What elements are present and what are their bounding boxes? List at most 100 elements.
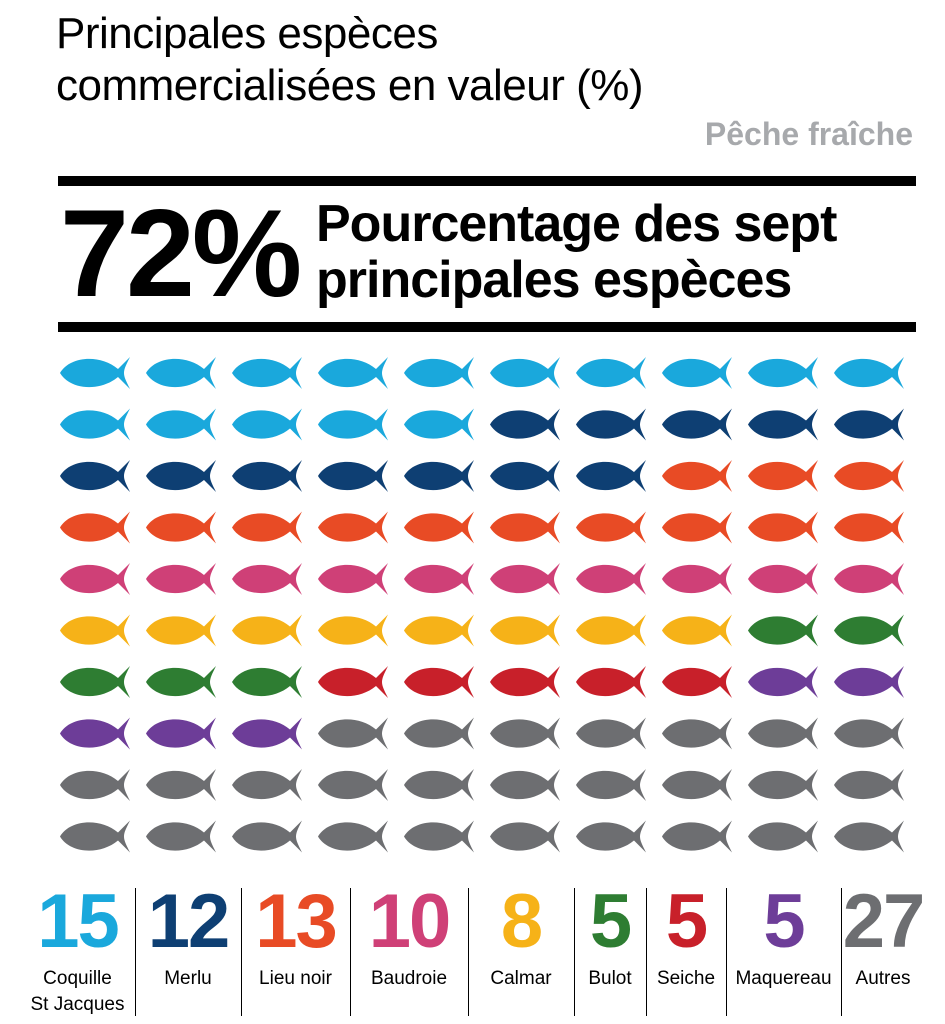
legend-label: Lieu noir <box>241 966 350 992</box>
headline-percentage: 72% <box>60 185 302 323</box>
title-line-2: commercialisées en valeur (%) <box>56 61 644 110</box>
fish-icon-merlu <box>662 408 732 441</box>
legend-value: 15 <box>37 879 120 964</box>
legend-divider <box>468 888 469 1016</box>
fish-icon-baudroie <box>404 563 474 595</box>
fish-icon-seiche <box>404 666 474 698</box>
fish-icon-autres <box>662 769 732 801</box>
legend-divider <box>726 888 727 1016</box>
fish-icon-bulot <box>232 666 302 698</box>
fish-icon-calmar <box>576 614 646 647</box>
fish-icon-baudroie <box>232 563 302 595</box>
fish-icon-calmar <box>146 614 216 647</box>
fish-icon-autres <box>834 717 904 750</box>
fish-icon-coquille-st-jacques <box>60 408 130 441</box>
fish-icon-seiche <box>318 666 388 698</box>
title-line-1: Principales espèces <box>56 9 438 58</box>
fish-icon-autres <box>834 769 904 801</box>
fish-icon-coquille-st-jacques <box>404 357 474 389</box>
fish-icon-autres <box>404 769 474 801</box>
fish-icon-seiche <box>662 666 732 698</box>
fish-icon-merlu <box>146 460 216 492</box>
fish-icon-coquille-st-jacques <box>232 408 302 441</box>
fish-icon-autres <box>146 820 216 853</box>
legend-item: 8 Calmar <box>468 882 574 1012</box>
legend-divider <box>574 888 575 1016</box>
fish-icon-autres <box>490 769 560 801</box>
fish-icon-coquille-st-jacques <box>490 357 560 389</box>
fish-icon-lieu-noir <box>60 511 130 544</box>
chart-subtitle: Pêche fraîche <box>704 116 913 152</box>
fish-icon-merlu <box>576 408 646 441</box>
legend-divider <box>241 888 242 1016</box>
fish-icon-bulot <box>748 614 818 647</box>
fish-icon-autres <box>662 717 732 750</box>
legend-divider <box>841 888 842 1016</box>
legend-label-line-1: Calmar <box>490 968 552 989</box>
fish-icon-autres <box>318 717 388 750</box>
fish-icon-merlu <box>232 460 302 492</box>
legend-label-line-1: Maquereau <box>735 968 832 989</box>
fish-icon-baudroie <box>662 563 732 595</box>
fish-icon-lieu-noir <box>834 460 904 492</box>
fish-icon-calmar <box>662 614 732 647</box>
fish-icon-maquereau <box>60 717 130 750</box>
fish-icon-bulot <box>834 614 904 647</box>
legend: 15 Coquille St Jacques 12 Merlu 13 Lieu noir 10… <box>20 879 925 1016</box>
fish-icon-calmar <box>404 614 474 647</box>
fish-icon-autres <box>60 769 130 801</box>
legend-value: 5 <box>665 879 708 964</box>
chart-title: Principales espèces commercialisées en v… <box>56 8 644 112</box>
legend-value: 5 <box>763 879 805 964</box>
fish-icon-autres <box>60 820 130 853</box>
fish-icon-lieu-noir <box>318 511 388 544</box>
fish-icon-maquereau <box>834 666 904 698</box>
fish-icon-autres <box>490 820 560 853</box>
fish-icon-calmar <box>60 614 130 647</box>
bottom-rule <box>58 322 916 332</box>
fish-icon-merlu <box>60 460 130 492</box>
legend-label-line-1: Coquille <box>43 968 112 989</box>
fish-icon-merlu <box>576 460 646 492</box>
fish-icon-lieu-noir <box>834 511 904 544</box>
legend-value: 8 <box>500 879 543 964</box>
fish-icon-coquille-st-jacques <box>318 408 388 441</box>
fish-icon-merlu <box>490 408 560 441</box>
fish-icon-coquille-st-jacques <box>146 357 216 389</box>
fish-icon-autres <box>748 717 818 750</box>
legend-label: Merlu <box>135 966 241 992</box>
legend-divider <box>135 888 136 1016</box>
fish-icon-calmar <box>318 614 388 647</box>
legend-value: 10 <box>368 879 452 964</box>
fish-icon-maquereau <box>232 717 302 750</box>
headline-text: Pourcentage des sept principales espèces <box>316 195 837 308</box>
fish-pictogram-grid <box>60 357 904 853</box>
fish-icon-coquille-st-jacques <box>662 357 732 389</box>
fish-icon-calmar <box>490 614 560 647</box>
legend-value: 13 <box>255 879 338 964</box>
fish-icon-coquille-st-jacques <box>232 357 302 389</box>
fish-icon-autres <box>834 820 904 853</box>
fish-icon-baudroie <box>576 563 646 595</box>
legend-label-line-2: St Jacques <box>30 994 125 1015</box>
fish-icon-seiche <box>490 666 560 698</box>
legend-item: 5 Maquereau <box>726 882 841 1012</box>
legend-value: 27 <box>842 879 926 964</box>
legend-label: Baudroie <box>350 966 468 992</box>
fish-icon-autres <box>404 820 474 853</box>
fish-icon-baudroie <box>146 563 216 595</box>
fish-icon-autres <box>318 769 388 801</box>
fish-icon-merlu <box>834 408 904 441</box>
fish-icon-lieu-noir <box>576 511 646 544</box>
fish-icon-merlu <box>490 460 560 492</box>
legend-label: Maquereau <box>726 966 841 992</box>
legend-item: 15 Coquille St Jacques <box>20 879 135 1016</box>
legend-label-line-1: Lieu noir <box>259 968 332 989</box>
legend-label-line-1: Seiche <box>656 968 716 989</box>
legend-label-line-1: Merlu <box>164 968 212 989</box>
fish-icon-merlu <box>748 408 818 441</box>
legend-item: 5 Seiche <box>646 882 726 1012</box>
headline-line-1: Pourcentage des sept <box>316 195 837 253</box>
fish-icon-lieu-noir <box>490 511 560 544</box>
legend-label-line-1: Baudroie <box>370 968 448 989</box>
